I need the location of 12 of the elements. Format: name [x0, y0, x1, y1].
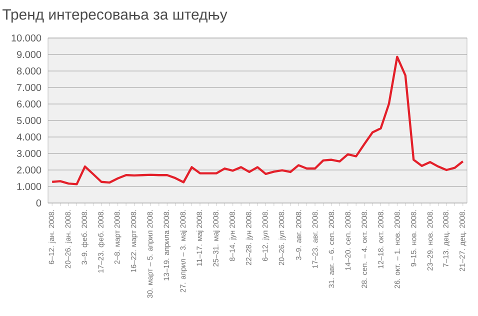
y-tick-label: 10.000	[12, 34, 42, 42]
y-tick-label: 1.000	[17, 182, 42, 190]
y-tick-label: 8.000	[16, 67, 42, 75]
y-tick-label: 4.000	[16, 133, 42, 141]
y-tick-label: 3.000	[16, 150, 42, 158]
y-tick-label: 6.000	[17, 100, 42, 108]
y-tick-label: 7.000	[17, 84, 42, 92]
y-tick-label: 5.000	[16, 116, 42, 124]
y-tick-label: 2.000	[17, 166, 42, 174]
y-tick-label: 0	[36, 199, 42, 207]
y-tick-label: 9.000	[17, 50, 42, 58]
chart-title: Тренд интересовања за штедњу	[2, 9, 228, 23]
